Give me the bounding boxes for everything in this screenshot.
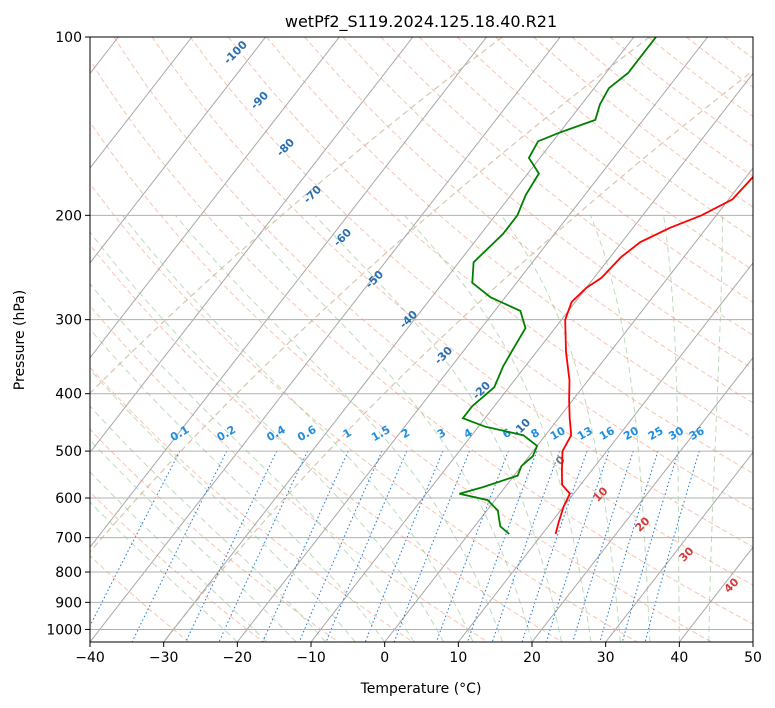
mixing-ratio-line	[621, 450, 679, 642]
moist-adiabat-line	[501, 215, 621, 642]
mixing-ratio-line	[185, 450, 278, 642]
mixing-ratio-line	[364, 450, 444, 642]
mixing-ratio-line	[90, 450, 181, 628]
dry-adiabat-line	[763, 37, 775, 642]
reference-curve-line	[90, 37, 503, 395]
moist-adiabat-line	[90, 405, 327, 642]
mixing-ratio-line	[393, 450, 470, 642]
x-tick-label: 10	[449, 650, 467, 666]
moist-adiabat-line	[90, 282, 415, 642]
moist-adiabat-line	[175, 214, 503, 642]
x-tick-label: 30	[597, 650, 615, 666]
dry-adiabat-line	[90, 121, 712, 642]
isotherm-line	[752, 641, 753, 642]
isotherm-line	[90, 37, 414, 454]
isotherm-line	[90, 37, 561, 642]
moist-adiabat-line	[90, 368, 356, 642]
y-tick-label: 200	[55, 208, 82, 224]
isotherm-line	[90, 37, 266, 264]
y-tick-label: 600	[55, 491, 82, 507]
isotherm-line	[384, 167, 753, 642]
x-tick-label: −30	[149, 650, 179, 666]
y-tick-label: 1000	[46, 622, 82, 638]
y-tick-label: 900	[55, 595, 82, 611]
x-tick-label: −20	[223, 650, 253, 666]
moist-adiabat-line	[238, 214, 533, 642]
dry-adiabat-line	[113, 37, 753, 586]
x-tick-label: 0	[380, 650, 389, 666]
dry-adiabat-line	[90, 243, 563, 642]
moist-adiabat-line	[663, 215, 680, 642]
dry-adiabat-line	[266, 37, 753, 439]
dry-adiabat-line	[90, 182, 638, 642]
dry-adiabat-line	[304, 37, 753, 404]
y-tick-label: 400	[55, 387, 82, 403]
profiles	[459, 37, 753, 535]
dry-adiabat-line	[90, 305, 488, 642]
moist-adiabat-line	[122, 214, 474, 642]
temperature-profile-line	[554, 175, 753, 535]
y-tick-label: 800	[55, 565, 82, 581]
y-tick-label: 100	[55, 30, 82, 46]
x-tick-label: 20	[523, 650, 541, 666]
mixing-ratio-line	[644, 450, 700, 642]
reference-curve-line	[163, 69, 753, 642]
moist-adiabat-line	[590, 215, 651, 642]
mixing-ratio-line	[131, 450, 228, 642]
x-axis-label: Temperature (°C)	[360, 681, 482, 697]
dry-adiabat-line	[380, 37, 753, 336]
isotherm-line	[605, 451, 753, 642]
mixing-ratio-line	[218, 450, 309, 642]
isotherm-line	[90, 37, 487, 549]
dry-adiabat-line	[418, 37, 753, 303]
x-tick-label: 40	[670, 650, 688, 666]
isotherm-line	[310, 72, 753, 642]
moist-adiabat-line	[90, 231, 445, 642]
dry-adiabat-line	[342, 37, 753, 370]
y-tick-label: 700	[55, 531, 82, 547]
x-tick-label: 50	[744, 650, 762, 666]
y-tick-label: 300	[55, 313, 82, 329]
y-axis: 100 200 300 400 500 600 700 800 900 1000	[46, 30, 90, 638]
chart-title: wetPf2_S119.2024.125.18.40.R21	[285, 12, 557, 32]
moist-adiabat-line	[90, 471, 268, 642]
moist-adiabat-line	[90, 439, 297, 642]
dry-adiabat-line	[228, 37, 753, 474]
isotherm-line	[236, 37, 708, 642]
moist-adiabat-line	[90, 501, 238, 642]
dry-adiabat-line	[189, 37, 753, 511]
mixing-ratio-line	[521, 450, 588, 642]
x-tick-label: −40	[75, 650, 105, 666]
moist-adiabat-line	[708, 215, 723, 642]
y-axis-label: Pressure (hPa)	[12, 290, 28, 390]
mixing-ratio-line	[545, 450, 610, 642]
reference-curve-line	[90, 37, 650, 553]
x-tick-label: −10	[296, 650, 326, 666]
isotherm-line	[531, 356, 753, 642]
background-lines	[90, 37, 775, 642]
isotherm-line	[90, 37, 340, 359]
mixing-ratio-line	[599, 450, 659, 642]
isotherm-line	[163, 37, 635, 642]
mixing-ratio-line	[435, 450, 509, 642]
isotherm-line	[457, 262, 753, 642]
isotherm-line	[90, 37, 193, 169]
y-tick-label: 500	[55, 444, 82, 460]
mixing-ratio-line	[467, 450, 538, 642]
dry-adiabat-line	[90, 555, 190, 642]
dewpoint-profile-line	[459, 37, 657, 535]
dry-adiabat-line	[90, 59, 753, 625]
plot-frame	[89, 36, 754, 643]
plot-area	[90, 37, 753, 642]
x-axis: −40 −30 −20 −10 0 10 20 30 40 50	[75, 642, 762, 666]
